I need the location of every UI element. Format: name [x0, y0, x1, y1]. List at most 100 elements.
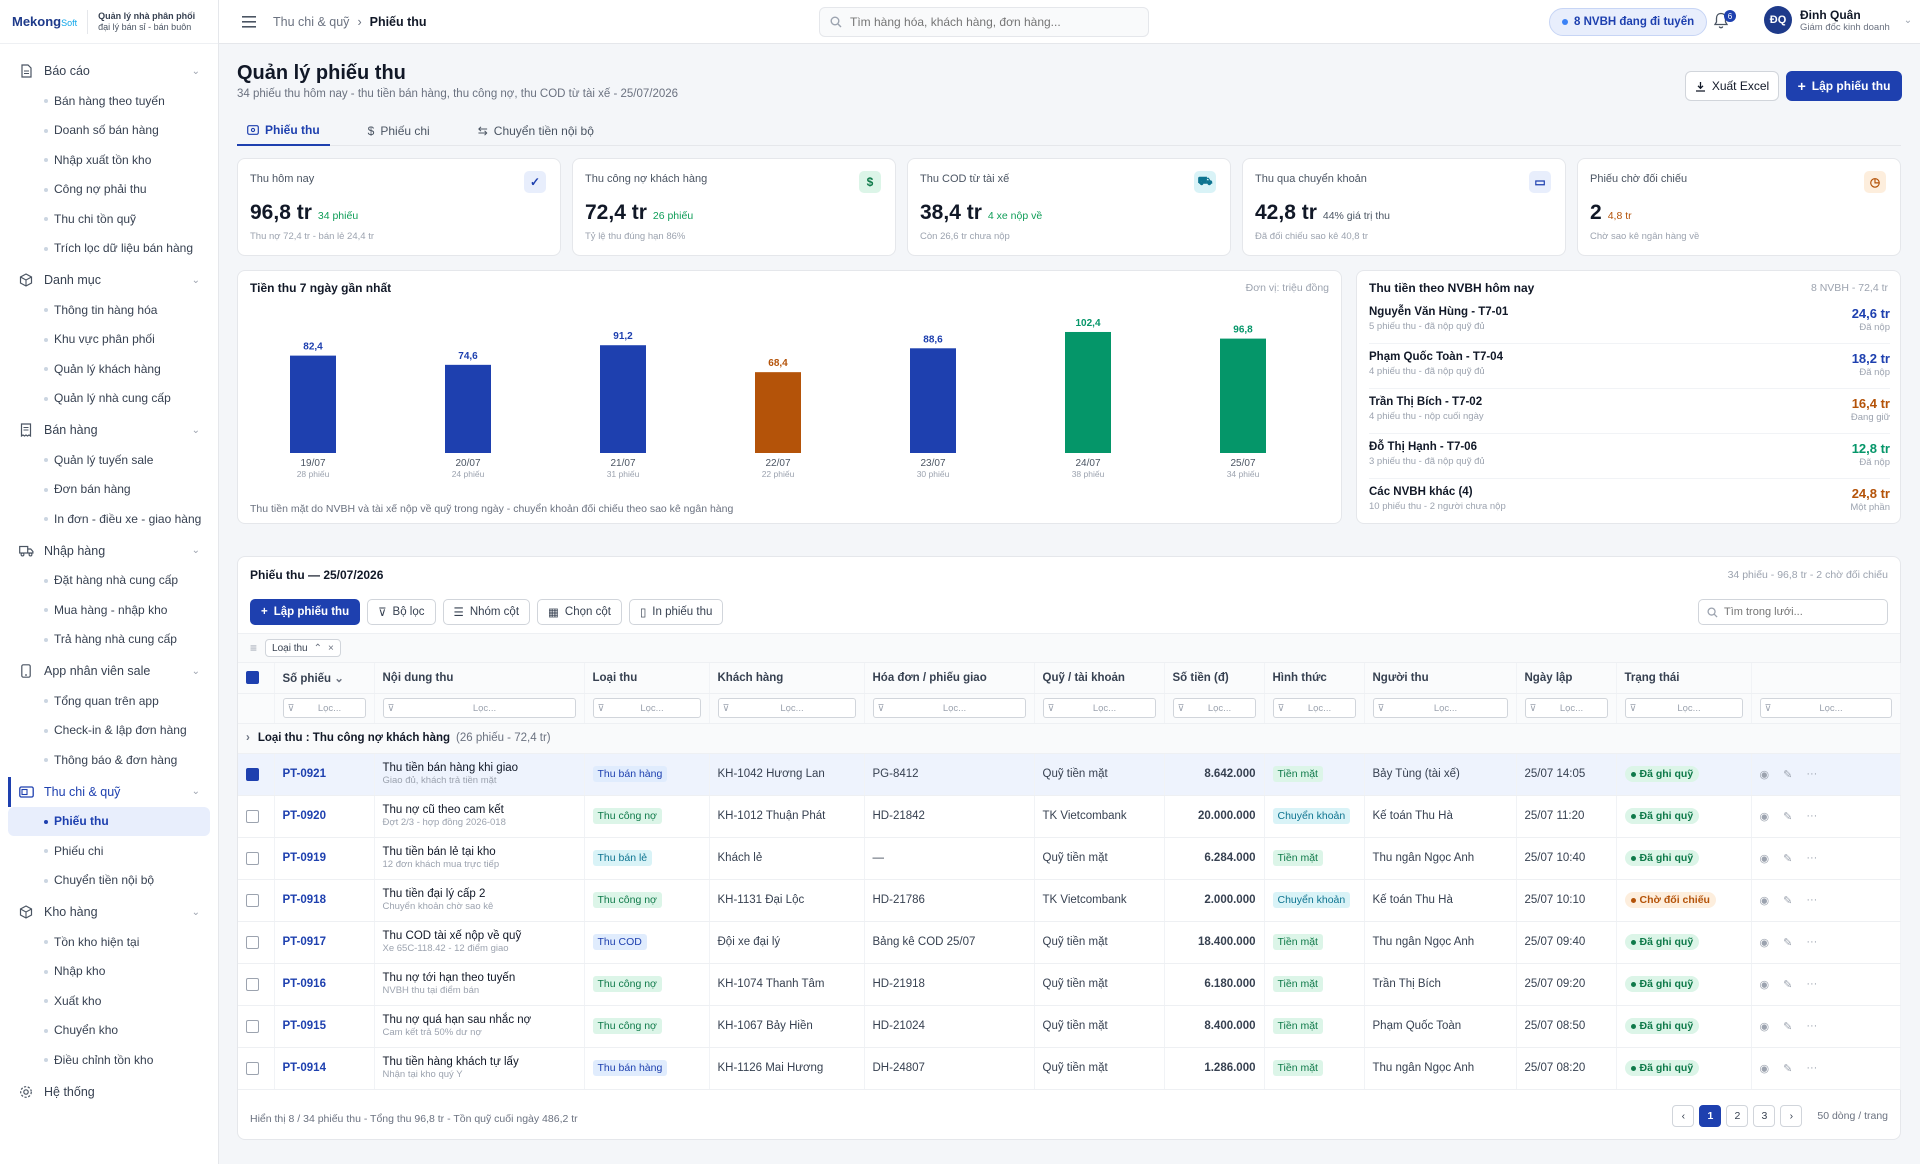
edit-icon[interactable]: ✎ — [1783, 1020, 1793, 1033]
more-icon[interactable]: ··· — [1806, 977, 1818, 990]
column-header-ngay-lap[interactable]: Ngày lập — [1516, 663, 1617, 694]
eye-icon[interactable]: ◉ — [1759, 768, 1770, 781]
kpi-card-thu-cod-tu-tai-xe[interactable]: Thu COD từ tài xế ⛟ 38,4 tr 4 xe nộp về Còn … — [907, 158, 1231, 256]
table-row[interactable]: PT-0917 Thu COD tài xế nộp về quỹ Xe 65C-1… — [238, 921, 1901, 964]
receipt-code-link[interactable]: PT-0921 — [282, 768, 326, 780]
bar-22/07[interactable] — [755, 372, 801, 453]
sort-down-icon[interactable]: ⌄ — [331, 672, 344, 685]
sidebar-item-thong-tin-hang-hoa[interactable]: Thông tin hàng hóa — [8, 295, 210, 325]
per-page-select[interactable]: 50 dòng / trang — [1817, 1110, 1888, 1122]
create-receipt-button[interactable]: + Lập phiếu thu — [1786, 71, 1902, 101]
receipt-code-link[interactable]: PT-0916 — [282, 978, 326, 990]
edit-icon[interactable]: ✎ — [1783, 768, 1793, 781]
eye-icon[interactable]: ◉ — [1759, 1020, 1770, 1033]
notification-button[interactable]: 6 — [1713, 10, 1736, 32]
receipt-code-link[interactable]: PT-0917 — [282, 936, 326, 948]
column-header-loai-thu[interactable]: Loại thu — [584, 663, 710, 694]
close-icon[interactable]: × — [328, 642, 334, 654]
sidebar-group-thu-chi-quy[interactable]: Thu chi & quỹ ⌄ — [8, 776, 210, 807]
column-header-hoa-don-phieu-giao[interactable]: Hóa đơn / phiếu giao — [864, 663, 1035, 694]
grid-search[interactable] — [1698, 599, 1888, 625]
sidebar-item-tra-hang-nha-cung-cap[interactable]: Trả hàng nhà cung cấp — [8, 625, 210, 655]
tab-phieu-thu[interactable]: Phiếu thu — [237, 116, 330, 146]
column-filter-input[interactable]: ⊽ Lọc... — [1372, 698, 1508, 718]
edit-icon[interactable]: ✎ — [1783, 978, 1793, 991]
sidebar-item-nhap-xuat-ton-kho[interactable]: Nhập xuất tồn kho — [8, 145, 210, 175]
nvbh-row[interactable]: Đỗ Thị Hạnh - T7-06 3 phiếu thu - đã nộp … — [1369, 439, 1890, 479]
print-receipt-button[interactable]: ▯ In phiếu thu — [628, 599, 724, 625]
sidebar-item-check-in-lap-don-hang[interactable]: Check-in & lập đơn hàng — [8, 716, 210, 746]
column-filter-input[interactable]: ⊽ Lọc... — [1042, 698, 1156, 718]
sidebar-group-danh-muc[interactable]: Danh mục ⌄ — [8, 265, 210, 295]
bar-24/07[interactable] — [1065, 331, 1111, 453]
drag-handle-icon[interactable]: ≡ — [250, 641, 258, 655]
menu-toggle-button[interactable] — [239, 12, 259, 32]
column-header-so-phieu[interactable]: Số phiếu ⌄ — [274, 663, 375, 694]
sidebar-item-doanh-so-ban-hang[interactable]: Doanh số bán hàng — [8, 116, 210, 146]
sidebar-item-khu-vuc-phan-phoi[interactable]: Khu vực phân phối — [8, 325, 210, 355]
choose-columns-button[interactable]: ▦ Chọn cột — [537, 599, 622, 625]
row-checkbox[interactable] — [246, 1019, 259, 1033]
eye-icon[interactable]: ◉ — [1759, 1062, 1770, 1075]
grid-search-input[interactable] — [1724, 606, 1874, 618]
sidebar-item-cong-no-phai-thu[interactable]: Công nợ phải thu — [8, 175, 210, 205]
tab-chuyen-tien[interactable]: ⇆ Chuyển tiền nội bộ — [468, 116, 604, 146]
column-filter-input[interactable]: ⊽ Lọc... — [1272, 698, 1356, 718]
sidebar-item-in-don-dieu-xe-giao-hang[interactable]: In đơn - điều xe - giao hàng — [8, 504, 210, 534]
eye-icon[interactable]: ◉ — [1759, 810, 1770, 823]
row-checkbox[interactable] — [246, 851, 259, 865]
column-filter-input[interactable]: ⊽ Lọc... — [592, 698, 701, 718]
edit-icon[interactable]: ✎ — [1783, 810, 1793, 823]
sidebar-group-ban-hang[interactable]: Bán hàng ⌄ — [8, 415, 210, 445]
column-header-so-tien-d[interactable]: Số tiền (đ) — [1164, 663, 1265, 694]
user-menu[interactable]: ĐQ Đinh Quân Giám đốc kinh doanh ⌄ — [1764, 6, 1912, 34]
nvbh-status-pill[interactable]: 8 NVBH đang đi tuyến — [1549, 8, 1708, 36]
sidebar-item-mua-hang-nhap-kho[interactable]: Mua hàng - nhập kho — [8, 595, 210, 625]
table-row[interactable]: PT-0920 Thu nợ cũ theo cam kết Đợt 2/3 - h… — [238, 795, 1901, 838]
sidebar-group-he-thong[interactable]: Hệ thống — [8, 1077, 210, 1107]
row-checkbox[interactable] — [246, 935, 259, 949]
bar-23/07[interactable] — [910, 348, 956, 453]
bar-21/07[interactable] — [600, 345, 646, 453]
column-filter-input[interactable]: ⊽ Lọc... — [1524, 698, 1608, 718]
group-columns-button[interactable]: ☰ Nhóm cột — [442, 599, 531, 625]
more-icon[interactable]: ··· — [1806, 893, 1818, 906]
column-header-noi-dung-thu[interactable]: Nội dung thu — [374, 663, 585, 694]
row-checkbox[interactable] — [246, 809, 259, 823]
table-row[interactable]: PT-0921 Thu tiền bán hàng khi giao Giao đủ… — [238, 753, 1901, 796]
sidebar-item-don-ban-hang[interactable]: Đơn bán hàng — [8, 475, 210, 505]
filter-button[interactable]: ⊽ Bộ lọc — [367, 599, 436, 625]
eye-icon[interactable]: ◉ — [1759, 852, 1770, 865]
sidebar-item-quan-ly-khach-hang[interactable]: Quản lý khách hàng — [8, 354, 210, 384]
row-checkbox[interactable] — [246, 1061, 259, 1075]
table-row[interactable]: PT-0915 Thu nợ quá hạn sau nhắc nợ Cam kết… — [238, 1005, 1901, 1048]
logo[interactable]: MekongSoft Quản lý nhà phân phối đại lý … — [0, 0, 218, 44]
sidebar-item-quan-ly-tuyen-sale[interactable]: Quản lý tuyến sale — [8, 445, 210, 475]
bar-19/07[interactable] — [290, 355, 336, 453]
more-icon[interactable]: ··· — [1806, 809, 1818, 822]
sidebar-item-xuat-kho[interactable]: Xuất kho — [8, 986, 210, 1016]
group-row[interactable]: › Loại thu : Thu công nợ khách hàng (26 ph… — [238, 723, 1901, 754]
page-button-1[interactable]: 1 — [1699, 1105, 1722, 1127]
nvbh-row[interactable]: Các NVBH khác (4) 10 phiếu thu - 2 người … — [1369, 484, 1890, 524]
sidebar-item-ton-kho-hien-tai[interactable]: Tồn kho hiện tại — [8, 927, 210, 957]
more-icon[interactable]: ··· — [1806, 851, 1818, 864]
sidebar-group-nhap-hang[interactable]: Nhập hàng ⌄ — [8, 536, 210, 566]
row-checkbox[interactable] — [246, 893, 259, 907]
column-header-hinh-thuc[interactable]: Hình thức — [1264, 663, 1365, 694]
sidebar-item-trich-loc-du-lieu-ban-hang[interactable]: Trích lọc dữ liệu bán hàng — [8, 234, 210, 264]
table-row[interactable]: PT-0919 Thu tiền bán lẻ tại kho 12 đơn khá… — [238, 837, 1901, 880]
column-filter-input[interactable]: ⊽ Lọc... — [382, 698, 576, 718]
receipt-code-link[interactable]: PT-0919 — [282, 852, 326, 864]
column-filter-input[interactable]: ⊽ Lọc... — [1624, 698, 1743, 718]
sidebar-item-phieu-chi[interactable]: Phiếu chi — [8, 836, 210, 866]
sidebar-item-chuyen-kho[interactable]: Chuyển kho — [8, 1016, 210, 1046]
more-icon[interactable]: ··· — [1806, 1061, 1818, 1074]
more-icon[interactable]: ··· — [1806, 935, 1818, 948]
global-search[interactable] — [819, 7, 1149, 37]
eye-icon[interactable]: ◉ — [1759, 894, 1770, 907]
column-header-quy-tai-khoan[interactable]: Quỹ / tài khoản — [1034, 663, 1165, 694]
sidebar-group-app-nhan-vien-sale[interactable]: App nhân viên sale ⌄ — [8, 656, 210, 686]
edit-icon[interactable]: ✎ — [1783, 1062, 1793, 1075]
table-row[interactable]: PT-0916 Thu nợ tới hạn theo tuyến NVBH thu… — [238, 963, 1901, 1006]
